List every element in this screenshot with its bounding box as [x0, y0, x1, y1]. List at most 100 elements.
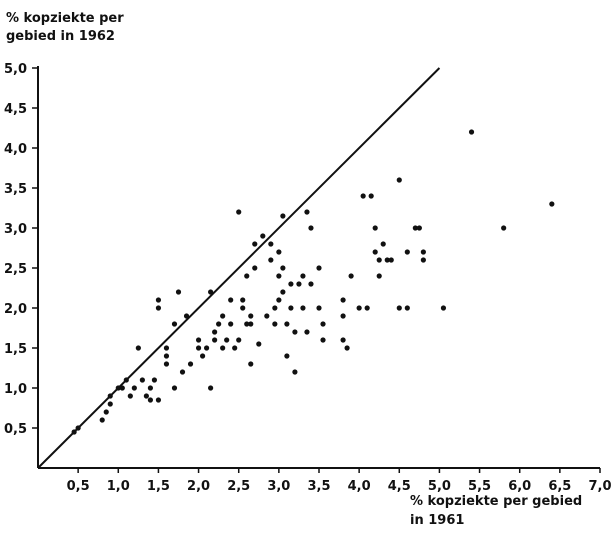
- data-point: [236, 209, 242, 215]
- data-point: [276, 249, 282, 255]
- x-tick-label: 2,0: [187, 479, 210, 494]
- data-point: [143, 393, 149, 399]
- y-tick-label: 3,0: [4, 222, 27, 237]
- data-point: [75, 425, 81, 431]
- data-point: [276, 273, 282, 279]
- data-point: [396, 305, 402, 311]
- data-point: [380, 241, 386, 247]
- data-point: [384, 257, 390, 263]
- data-point: [284, 321, 290, 327]
- data-point: [268, 257, 274, 263]
- data-point: [404, 305, 410, 311]
- x-tick-label: 5,5: [468, 479, 491, 494]
- y-tick-label: 5,0: [4, 62, 27, 77]
- data-point: [232, 345, 238, 351]
- data-point: [123, 377, 129, 383]
- data-point: [368, 193, 374, 199]
- data-point: [376, 273, 382, 279]
- data-point: [228, 297, 234, 303]
- y-tick-label: 2,0: [4, 302, 27, 317]
- data-point: [208, 289, 214, 295]
- data-point: [280, 289, 286, 295]
- x-tick-label: 7,0: [588, 479, 611, 494]
- data-point: [171, 321, 178, 327]
- data-point: [276, 297, 282, 303]
- data-point: [187, 361, 194, 367]
- data-point: [256, 341, 262, 347]
- data-point: [240, 305, 246, 311]
- y-tick-label: 4,5: [4, 102, 27, 117]
- data-point: [175, 289, 182, 295]
- data-point: [115, 385, 121, 391]
- y-tick-label: 0,5: [4, 422, 27, 437]
- data-point: [288, 305, 294, 311]
- data-point: [340, 297, 346, 303]
- data-point: [179, 369, 186, 375]
- y-tick-label: 2,5: [4, 262, 27, 277]
- y-tick-label: 3,5: [4, 182, 27, 197]
- data-point: [216, 321, 222, 327]
- x-tick-label: 1,5: [147, 479, 170, 494]
- x-tick-label: 3,5: [307, 479, 330, 494]
- data-point: [171, 385, 178, 391]
- data-point: [248, 361, 254, 367]
- data-point: [107, 401, 113, 407]
- data-point: [316, 305, 322, 311]
- data-point: [320, 337, 326, 343]
- data-point: [288, 281, 294, 287]
- data-point: [199, 353, 206, 359]
- data-point: [372, 225, 378, 231]
- reference-line: [37, 67, 441, 469]
- data-point: [212, 329, 218, 335]
- data-point: [163, 353, 170, 359]
- data-point: [468, 129, 475, 135]
- data-point: [272, 305, 278, 311]
- data-point: [280, 265, 286, 271]
- y-ticks: 0,5 1,0 1,5 2,0 2,5 3,0 3,5 4,0 4,5 5,0: [4, 62, 38, 437]
- data-point: [308, 281, 314, 287]
- data-point: [99, 417, 105, 423]
- data-point: [155, 297, 162, 303]
- x-tick-label: 6,0: [508, 479, 531, 494]
- y-tick-label: 1,5: [4, 342, 27, 357]
- data-point: [284, 353, 290, 359]
- data-point: [236, 337, 242, 343]
- data-point: [304, 329, 310, 335]
- data-point: [308, 225, 314, 231]
- data-point: [420, 249, 426, 255]
- data-point: [268, 241, 274, 247]
- data-points: [71, 129, 555, 435]
- data-point: [248, 321, 254, 327]
- data-point: [183, 313, 190, 319]
- data-point: [420, 257, 426, 263]
- data-point: [396, 177, 402, 183]
- data-point: [147, 397, 153, 403]
- data-point: [292, 329, 298, 335]
- data-point: [155, 305, 162, 311]
- data-point: [292, 369, 298, 375]
- data-point: [372, 249, 378, 255]
- x-tick-label: 1,0: [107, 479, 130, 494]
- data-point: [248, 313, 254, 319]
- x-axis-title-line-1: % kopziekte per gebied: [410, 494, 582, 509]
- data-point: [204, 345, 210, 351]
- data-point: [240, 297, 246, 303]
- data-point: [195, 345, 202, 351]
- data-point: [388, 257, 394, 263]
- x-tick-label: 3,0: [267, 479, 290, 494]
- data-point: [252, 241, 258, 247]
- data-point: [163, 345, 170, 351]
- y-tick-label: 4,0: [4, 142, 27, 157]
- data-point: [151, 377, 158, 383]
- data-point: [316, 265, 322, 271]
- x-tick-label: 0,5: [67, 479, 90, 494]
- data-point: [155, 397, 162, 403]
- data-point: [212, 337, 218, 343]
- data-point: [163, 361, 170, 367]
- data-point: [340, 337, 346, 343]
- data-point: [244, 321, 250, 327]
- x-tick-label: 5,0: [428, 479, 451, 494]
- data-point: [416, 225, 422, 231]
- data-point: [208, 385, 214, 391]
- x-tick-label: 4,0: [348, 479, 371, 494]
